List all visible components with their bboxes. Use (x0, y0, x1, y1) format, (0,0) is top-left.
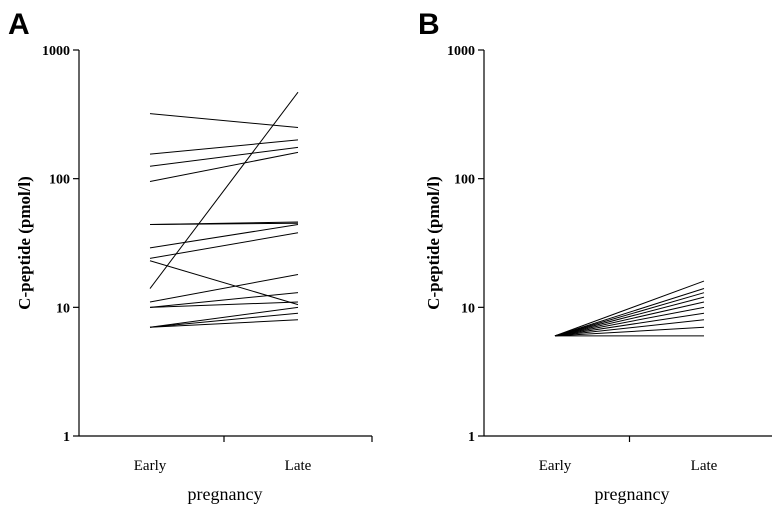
panel-a-ytick-label-1: 1 (63, 430, 70, 445)
panel-a-xlabel: pregnancy (188, 484, 263, 504)
panel-a-series-line-12 (149, 292, 299, 308)
panel-b-xtick-label-early: Early (539, 458, 572, 474)
panel-a-series-line-8 (149, 232, 299, 259)
panel-b-series-line-1 (554, 280, 705, 337)
panel-b-xtick-label-late: Late (691, 458, 718, 474)
panel-b-ytick-label-100: 100 (454, 173, 475, 188)
panel-a-series-line-15 (149, 312, 299, 328)
panel-a-xtick-label-early: Early (134, 458, 167, 474)
panel-a-series-line-3 (149, 146, 299, 167)
panel-b-ylabel: C-peptide (pmol/l) (424, 176, 443, 310)
panel-b-ytick-label-1: 1 (468, 430, 475, 445)
panel-b-letter: B (418, 8, 440, 41)
panel-a-series-line-7 (149, 224, 299, 249)
panel-b-series-line-8 (554, 319, 705, 337)
panel-b-series-line-5 (554, 301, 705, 337)
panel-b-xlabel: pregnancy (595, 484, 670, 504)
panel-a-ylabel: C-peptide (pmol/l) (15, 176, 34, 310)
panel-b-series-line-6 (554, 306, 705, 337)
panel-a-ytick-label-100: 100 (49, 173, 70, 188)
panel-a-series-line-9 (149, 260, 299, 306)
panel-a-series-line-6 (149, 222, 299, 226)
panel-b-series-line-4 (554, 296, 705, 337)
panel-b-ytick-label-10: 10 (461, 301, 475, 316)
panel-b-series-line-3 (554, 292, 705, 337)
panel-a-series-line-4 (149, 151, 299, 183)
panel-a-series-line-13 (149, 301, 299, 308)
panel-a-series-line-10 (149, 91, 299, 289)
panel-a-ytick-label-10: 10 (56, 301, 70, 316)
panel-a-xtick-label-late: Late (285, 458, 312, 474)
panel-a-series-line-11 (149, 273, 299, 303)
panel-b-series-line-7 (554, 312, 705, 337)
panel-a-letter: A (8, 8, 30, 41)
panel-b-series-line-2 (554, 288, 705, 337)
panel-a-series-line-16 (149, 319, 299, 328)
panel-a-series-line-1 (149, 113, 299, 128)
panel-a-series-line-14 (149, 306, 299, 328)
panel-b-series-line-9 (554, 326, 705, 337)
panel-a-ytick-label-1000: 1000 (42, 44, 70, 59)
panel-a-series-line-2 (149, 139, 299, 155)
panel-b-ytick-label-1000: 1000 (447, 44, 475, 59)
